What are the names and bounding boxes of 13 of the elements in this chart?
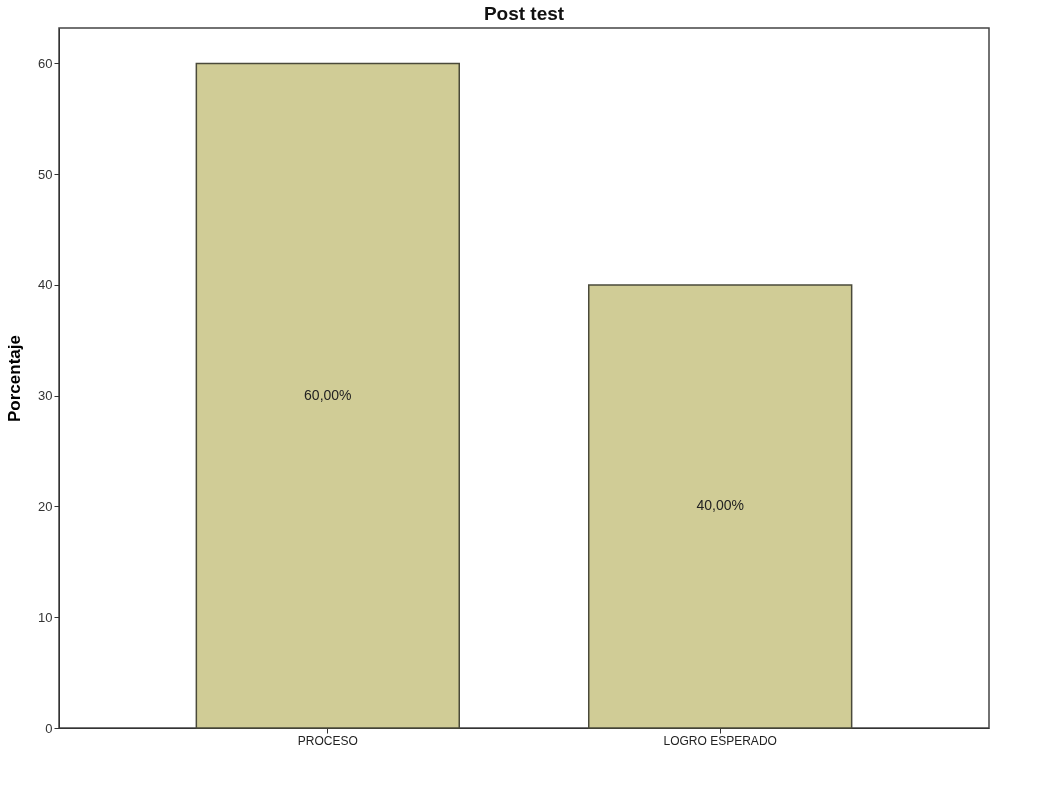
y-tick-label: 20 [38,498,53,514]
data-label: 60,00% [304,386,352,403]
y-tick-label: 40 [38,277,53,293]
y-tick-label: 50 [38,166,53,182]
x-tick-label: PROCESO [297,733,358,748]
x-tick-label: LOGRO ESPERADO [663,733,777,748]
y-tick-label: 10 [38,609,53,625]
y-tick-label: 30 [38,388,53,404]
chart-title: Post test [483,3,565,24]
y-axis-title: Porcentaje [5,335,25,422]
data-label: 40,00% [696,497,744,514]
y-tick-label: 0 [45,720,53,736]
y-tick-label: 60 [38,55,53,71]
